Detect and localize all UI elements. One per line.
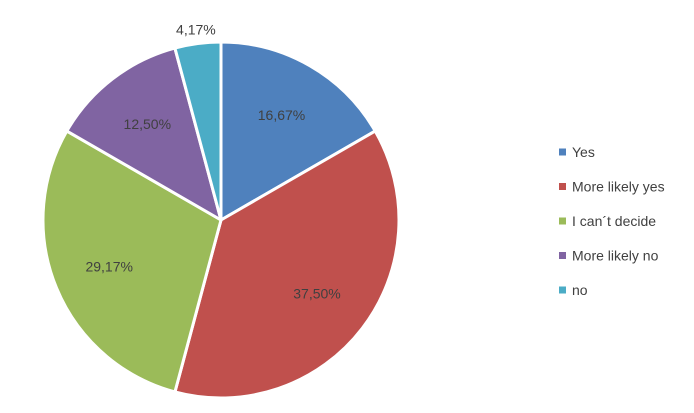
data-label-i-can-t-decide: 29,17% [85, 258, 132, 274]
slice-i-can-t-decide [41, 129, 223, 394]
legend-label-i-can-t-decide: I can´t decide [572, 213, 656, 229]
legend-swatch-more-likely-no [559, 252, 566, 259]
slice-yes [219, 40, 377, 222]
legend-label-no: no [572, 282, 588, 298]
slice-no [173, 40, 223, 222]
data-label-yes: 16,67% [258, 107, 305, 123]
data-label-no: 4,17% [176, 22, 216, 38]
pie-slices [41, 40, 401, 400]
legend-swatch-more-likely-yes [559, 183, 566, 190]
legend: Yes More likely yes I can´t decide More lik… [559, 144, 665, 298]
legend-swatch-no [559, 286, 566, 294]
legend-swatch-yes [559, 148, 566, 156]
data-label-more-likely-yes: 37,50% [293, 286, 340, 302]
slice-more-likely-no [65, 46, 223, 222]
legend-label-more-likely-yes: More likely yes [572, 179, 665, 195]
legend-label-yes: Yes [572, 144, 595, 160]
data-labels: 16,67% 37,50% 29,17% 12,50% 4,17% [85, 22, 340, 302]
legend-swatch-i-can-t-decide [559, 217, 566, 225]
slice-more-likely-yes [173, 129, 401, 400]
data-label-more-likely-no: 12,50% [124, 116, 171, 132]
legend-label-more-likely-no: More likely no [572, 248, 659, 264]
